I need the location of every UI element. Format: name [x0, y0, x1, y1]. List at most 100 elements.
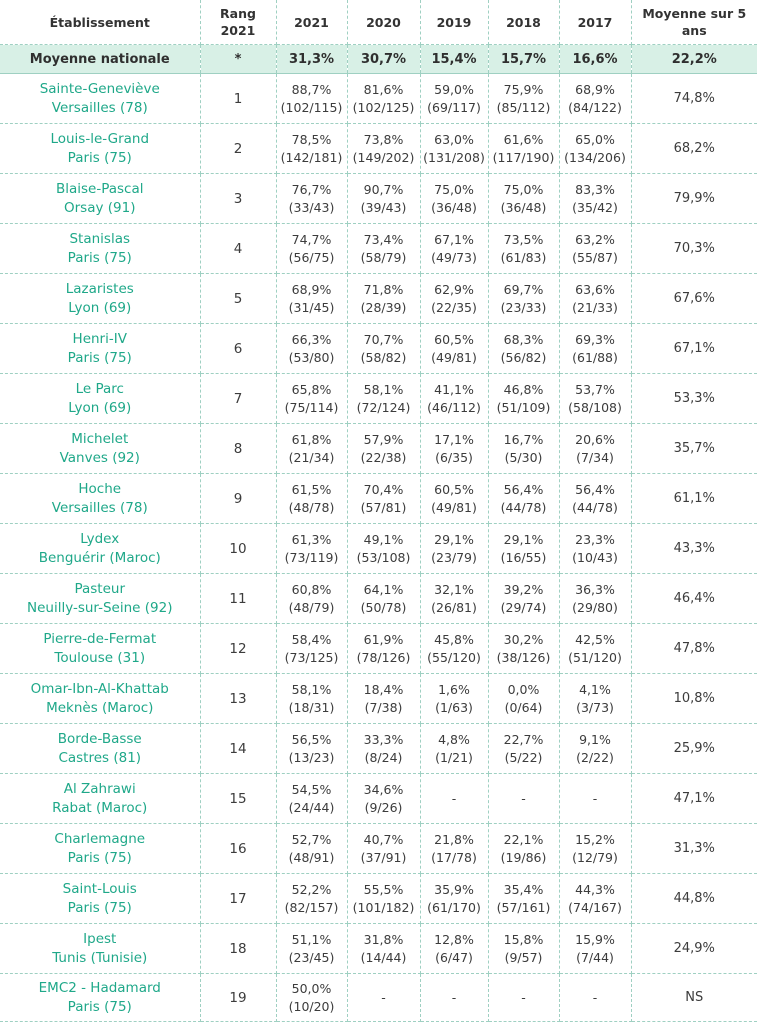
- school-name-cell[interactable]: Lazaristes Lyon (69): [0, 273, 201, 324]
- school-city[interactable]: Paris (75): [67, 249, 132, 266]
- school-name[interactable]: Al Zahrawi: [63, 780, 136, 797]
- rate-cell-2019: 35,9% (61/170): [420, 873, 489, 924]
- school-name-cell[interactable]: Pierre-de-Fermat Toulouse (31): [0, 623, 201, 674]
- school-name-cell[interactable]: Ipest Tunis (Tunisie): [0, 923, 201, 974]
- rate-cell-2020: 73,4% (58/79): [347, 223, 421, 274]
- school-city[interactable]: Castres (81): [58, 749, 142, 766]
- rate-cell-2019: 75,0% (36/48): [420, 173, 489, 224]
- national-2018: 15,7%: [488, 44, 560, 74]
- school-name[interactable]: Omar-Ibn-Al-Khattab: [30, 680, 169, 697]
- rate-cell-2021: 88,7% (102/115): [276, 73, 348, 124]
- school-name-cell[interactable]: Sainte-Geneviève Versailles (78): [0, 73, 201, 124]
- rate-cell-2017: 65,0% (134/206): [559, 123, 632, 174]
- rate-cell-2019: 60,5% (49/81): [420, 323, 489, 374]
- rate-percent: 21,8%: [434, 831, 474, 847]
- school-city[interactable]: Rabat (Maroc): [52, 799, 148, 816]
- rate-percent: 50,0%: [291, 980, 332, 996]
- school-name[interactable]: Lazaristes: [65, 280, 134, 297]
- five-year-average: 10,8%: [631, 673, 757, 724]
- rate-cell-2021: 74,7% (56/75): [276, 223, 348, 274]
- school-city[interactable]: Neuilly-sur-Seine (92): [27, 599, 173, 616]
- table-row: Saint-Louis Paris (75) 17 52,2% (82/157) 55,5…: [0, 873, 757, 924]
- school-city[interactable]: Lyon (69): [68, 299, 132, 316]
- school-name[interactable]: Borde-Basse: [57, 730, 142, 747]
- rate-cell-2020: 49,1% (53/108): [347, 523, 421, 574]
- rate-percent: 61,8%: [291, 431, 332, 447]
- school-name[interactable]: Saint-Louis: [62, 880, 137, 897]
- rate-fraction: (131/208): [423, 149, 485, 165]
- rate-percent: -: [451, 989, 457, 1005]
- rate-percent: 4,1%: [579, 681, 611, 697]
- rate-fraction: (49/73): [431, 249, 477, 265]
- school-city[interactable]: Paris (75): [67, 149, 132, 166]
- school-name-cell[interactable]: Louis-le-Grand Paris (75): [0, 123, 201, 174]
- rate-cell-2021: 65,8% (75/114): [276, 373, 348, 424]
- school-city[interactable]: Versailles (78): [51, 499, 148, 516]
- school-name-cell[interactable]: EMC2 - Hadamard Paris (75): [0, 973, 201, 1022]
- rate-fraction: (33/43): [288, 199, 335, 215]
- five-year-average: 68,2%: [631, 123, 757, 174]
- rate-percent: 1,6%: [438, 681, 470, 697]
- rate-percent: 4,8%: [438, 731, 470, 747]
- school-name[interactable]: Blaise-Pascal: [55, 180, 144, 197]
- rate-cell-2020: 57,9% (22/38): [347, 423, 421, 474]
- rate-cell-2019: 1,6% (1/63): [420, 673, 489, 724]
- school-name[interactable]: Pasteur: [74, 580, 126, 597]
- school-name[interactable]: EMC2 - Hadamard: [38, 979, 161, 996]
- rate-fraction: (142/181): [280, 149, 343, 165]
- school-name[interactable]: Louis-le-Grand: [50, 130, 150, 147]
- school-name[interactable]: Stanislas: [69, 230, 131, 247]
- school-name[interactable]: Sainte-Geneviève: [39, 80, 160, 97]
- five-year-average: 67,1%: [631, 323, 757, 374]
- rate-fraction: (23/45): [288, 949, 335, 965]
- school-name[interactable]: Charlemagne: [54, 830, 146, 847]
- rate-cell-2020: 61,9% (78/126): [347, 623, 421, 674]
- school-city[interactable]: Meknès (Maroc): [46, 699, 154, 716]
- school-name[interactable]: Ipest: [83, 930, 117, 947]
- school-name-cell[interactable]: Hoche Versailles (78): [0, 473, 201, 524]
- school-name[interactable]: Le Parc: [75, 380, 124, 397]
- rate-fraction: (12/79): [572, 849, 618, 865]
- rate-fraction: (26/81): [431, 599, 477, 615]
- rate-fraction: (69/117): [427, 99, 481, 115]
- school-name-cell[interactable]: Michelet Vanves (92): [0, 423, 201, 474]
- school-city[interactable]: Benguérir (Maroc): [38, 549, 161, 566]
- school-name[interactable]: Michelet: [71, 430, 129, 447]
- school-city[interactable]: Versailles (78): [51, 99, 148, 116]
- school-city[interactable]: Paris (75): [67, 849, 132, 866]
- rate-fraction: (13/23): [288, 749, 335, 765]
- school-name[interactable]: Hoche: [78, 480, 122, 497]
- school-city[interactable]: Tunis (Tunisie): [52, 949, 148, 966]
- school-city[interactable]: Lyon (69): [68, 399, 132, 416]
- school-name-cell[interactable]: Al Zahrawi Rabat (Maroc): [0, 773, 201, 824]
- rate-percent: 65,8%: [291, 381, 332, 397]
- rate-cell-2019: -: [420, 973, 489, 1022]
- school-name-cell[interactable]: Borde-Basse Castres (81): [0, 723, 201, 774]
- school-name-cell[interactable]: Stanislas Paris (75): [0, 223, 201, 274]
- school-city[interactable]: Paris (75): [67, 349, 132, 366]
- school-name-cell[interactable]: Lydex Benguérir (Maroc): [0, 523, 201, 574]
- school-name-cell[interactable]: Henri-IV Paris (75): [0, 323, 201, 374]
- school-name[interactable]: Pierre-de-Fermat: [43, 630, 157, 647]
- rate-fraction: (49/81): [431, 499, 477, 515]
- school-name-cell[interactable]: Pasteur Neuilly-sur-Seine (92): [0, 573, 201, 624]
- school-name-cell[interactable]: Blaise-Pascal Orsay (91): [0, 173, 201, 224]
- school-city[interactable]: Paris (75): [67, 899, 132, 916]
- rate-percent: 36,3%: [575, 581, 615, 597]
- school-city[interactable]: Orsay (91): [64, 199, 136, 216]
- rank-cell: 13: [200, 673, 277, 724]
- school-name-cell[interactable]: Le Parc Lyon (69): [0, 373, 201, 424]
- school-name-cell[interactable]: Omar-Ibn-Al-Khattab Meknès (Maroc): [0, 673, 201, 724]
- national-rank: *: [200, 44, 277, 74]
- rate-cell-2020: 31,8% (14/44): [347, 923, 421, 974]
- school-name-cell[interactable]: Saint-Louis Paris (75): [0, 873, 201, 924]
- rate-fraction: (9/57): [504, 949, 543, 965]
- table-row: Ipest Tunis (Tunisie) 18 51,1% (23/45) 31,8% (…: [0, 923, 757, 974]
- school-name[interactable]: Lydex: [80, 530, 120, 547]
- school-name[interactable]: Henri-IV: [72, 330, 127, 347]
- school-city[interactable]: Toulouse (31): [54, 649, 146, 666]
- school-name-cell[interactable]: Charlemagne Paris (75): [0, 823, 201, 874]
- school-city[interactable]: Paris (75): [67, 998, 132, 1015]
- five-year-average: 46,4%: [631, 573, 757, 624]
- school-city[interactable]: Vanves (92): [59, 449, 140, 466]
